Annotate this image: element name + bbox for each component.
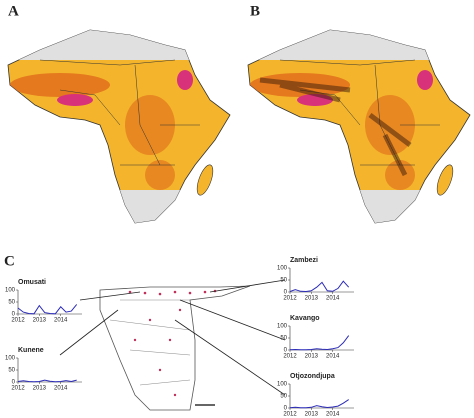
x-tick-label: 2012 (283, 354, 297, 360)
y-tick-label: 50 (280, 336, 287, 342)
chart-title: Otjozondjupa (290, 373, 335, 380)
panel-label: B (250, 3, 260, 19)
chart-title: Zambezi (290, 257, 318, 264)
x-tick-label: 2013 (305, 354, 319, 360)
y-tick-label: 100 (5, 356, 16, 362)
y-tick-label: 50 (8, 300, 15, 306)
namibia-map (99, 285, 251, 411)
x-tick-label: 2013 (33, 318, 47, 324)
y-tick-label: 50 (280, 394, 287, 400)
x-tick-label: 2012 (11, 386, 25, 392)
x-tick-label: 2014 (54, 318, 68, 324)
y-tick-label: 0 (284, 290, 288, 296)
y-tick-label: 100 (277, 382, 288, 388)
panel-label: A (8, 3, 19, 19)
x-tick-label: 2013 (305, 412, 319, 418)
series-line (17, 304, 78, 315)
x-tick-label: 2014 (54, 386, 68, 392)
panel-label: C (4, 253, 15, 269)
map-b (240, 5, 474, 230)
y-tick-label: 50 (8, 368, 15, 374)
series-line (289, 399, 349, 409)
map-a (0, 5, 240, 230)
y-tick-label: 50 (280, 278, 287, 284)
x-tick-label: 2014 (326, 354, 340, 360)
y-tick-label: 0 (12, 380, 16, 386)
y-tick-label: 100 (5, 288, 16, 294)
chart-title: Kavango (290, 315, 320, 322)
x-tick-label: 2013 (33, 386, 47, 392)
y-tick-label: 0 (284, 406, 288, 412)
x-tick-label: 2012 (283, 296, 297, 302)
x-tick-label: 2013 (305, 296, 319, 302)
chart-title: Kunene (18, 347, 44, 354)
y-tick-label: 100 (277, 324, 288, 330)
chart-title: Omusati (18, 279, 46, 286)
series-line (289, 335, 350, 351)
y-tick-label: 0 (284, 348, 288, 354)
x-tick-label: 2014 (326, 412, 340, 418)
y-tick-label: 0 (12, 312, 16, 318)
y-tick-label: 100 (277, 266, 288, 272)
x-tick-label: 2012 (11, 318, 25, 324)
connector-lines (59, 279, 286, 396)
x-tick-label: 2012 (283, 412, 297, 418)
map-b-overlay (259, 77, 412, 177)
x-tick-label: 2014 (326, 296, 340, 302)
series-line (17, 379, 77, 383)
series-line (289, 280, 350, 293)
